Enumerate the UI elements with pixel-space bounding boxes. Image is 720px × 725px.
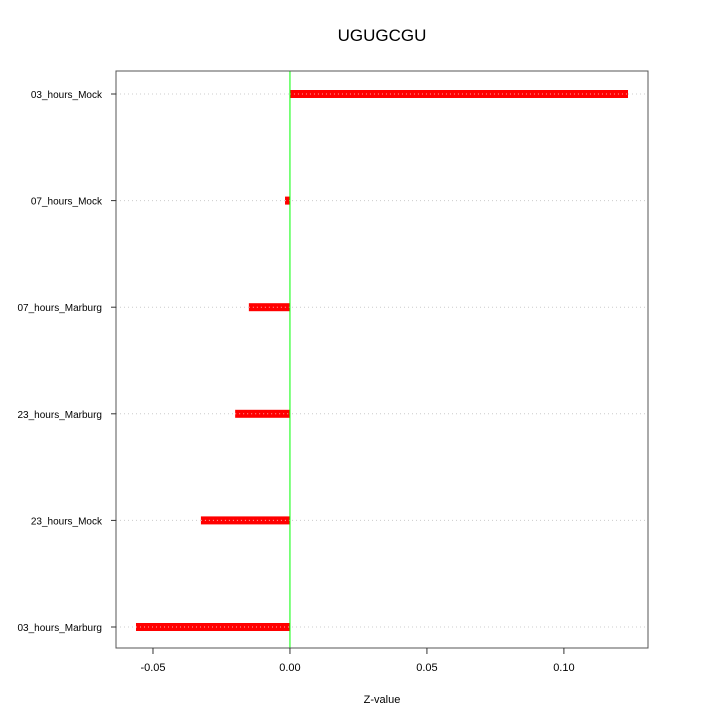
x-tick-label: 0.10 xyxy=(553,662,574,674)
plot-frame xyxy=(115,70,649,649)
y-tick-label: 07_hours_Marburg xyxy=(18,303,103,314)
y-tick-label: 03_hours_Marburg xyxy=(18,623,103,634)
x-tick-label: 0.00 xyxy=(279,662,300,674)
x-tick-label: -0.05 xyxy=(140,662,165,674)
x-axis-label: Z-value xyxy=(364,694,401,706)
bar-07_hours_Mock xyxy=(285,196,290,205)
x-tick-label: 0.05 xyxy=(416,662,437,674)
y-tick-label: 23_hours_Mock xyxy=(31,516,103,527)
y-tick-label: 07_hours_Mock xyxy=(31,197,103,208)
chart-title: UGUGCGU xyxy=(338,26,427,45)
bar-23_hours_Marburg xyxy=(235,409,290,418)
y-tick-label: 03_hours_Mock xyxy=(31,90,103,101)
bar-03_hours_Mock xyxy=(289,90,629,98)
y-tick-label: 23_hours_Marburg xyxy=(18,410,103,421)
